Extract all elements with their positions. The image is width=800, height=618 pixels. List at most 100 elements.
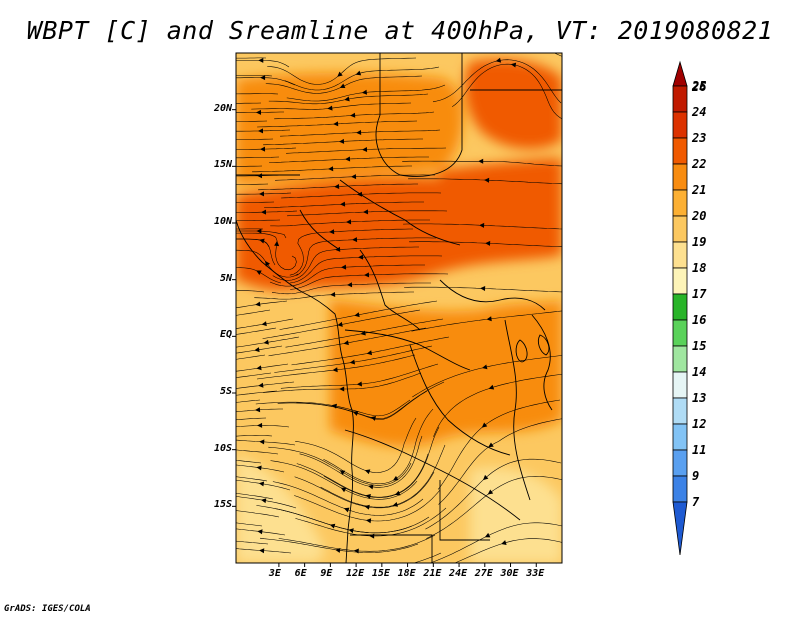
flow-arrow: [480, 285, 486, 291]
colorbar-swatch: [672, 189, 688, 217]
streamline: [236, 493, 274, 500]
streamline: [236, 327, 277, 335]
streamline: [236, 156, 280, 159]
flow-arrow: [343, 340, 349, 346]
flow-arrow: [488, 442, 494, 448]
flow-arrow: [256, 109, 262, 115]
colorbar-level-label: 11: [692, 443, 707, 457]
colorbar-level-label: 26: [692, 80, 707, 94]
flow-arrow: [256, 228, 262, 234]
border-d: [299, 209, 341, 251]
flow-arrow: [479, 222, 485, 228]
map-plot-area: [236, 53, 562, 563]
flow-arrow: [353, 548, 359, 554]
flow-arrow: [329, 523, 336, 529]
flow-arrow: [257, 173, 263, 179]
flow-arrow: [354, 312, 360, 318]
flow-arrow: [343, 507, 350, 513]
colorbar-level-label: 9: [692, 469, 700, 483]
flow-arrow: [352, 237, 358, 243]
flow-arrow: [261, 209, 267, 215]
streamline: [236, 540, 269, 545]
colorbar-level-label: 23: [692, 131, 707, 145]
flow-arrow: [257, 422, 263, 428]
colorbar-swatch: [672, 60, 688, 87]
streamline: [236, 510, 280, 518]
flow-arrow: [254, 347, 260, 353]
border-l: [531, 314, 553, 411]
streamline: [236, 399, 261, 403]
streamline: [236, 449, 279, 455]
colorbar-swatch: [672, 163, 688, 191]
colorbar-level-label: 24: [692, 105, 707, 119]
lat-label: 15N: [213, 159, 232, 171]
flow-arrow: [339, 470, 346, 476]
colorbar-level-label: 20: [692, 209, 707, 223]
chart-title: WBPT [C] and Sreamline at 400hPa, VT: 20…: [26, 16, 774, 45]
flow-arrow: [392, 475, 399, 481]
streamline: [236, 459, 262, 464]
temperature-shading: [236, 59, 562, 563]
flow-arrow: [257, 529, 263, 535]
flow-arrow: [340, 201, 346, 207]
flow-arrow: [259, 191, 265, 197]
flow-arrow: [510, 62, 517, 68]
flow-arrow: [347, 282, 353, 288]
lat-label: 5N: [219, 272, 232, 284]
flow-arrow: [339, 83, 346, 89]
border-g: [409, 344, 511, 456]
flow-arrow: [366, 350, 373, 356]
colorbar-swatch: [672, 319, 688, 347]
grads-credit: GrADS: IGES/COLA: [4, 604, 91, 614]
colorbar-swatch: [672, 85, 688, 113]
flow-arrow: [259, 548, 265, 554]
flow-arrow: [485, 240, 491, 246]
flow-arrow: [330, 292, 336, 298]
lat-label: 5S: [219, 386, 232, 397]
streamline: [236, 372, 272, 378]
flow-arrow: [495, 57, 502, 63]
flow-arrow: [478, 158, 484, 164]
colorbar-level-label: 16: [692, 313, 707, 327]
hot-patch-northeast: [464, 59, 562, 149]
flow-arrow: [260, 75, 266, 81]
flow-arrow: [482, 364, 488, 370]
lon-label: 33E: [526, 568, 545, 579]
flow-arrow: [260, 146, 266, 152]
flow-arrow: [335, 246, 341, 252]
border-i: [344, 429, 521, 521]
flow-arrow: [344, 96, 350, 102]
colorbar-swatch: [672, 371, 688, 399]
flow-arrow: [256, 465, 262, 471]
colorbar-level-label: 17: [692, 287, 707, 301]
colorbar-swatch: [672, 215, 688, 243]
flow-arrow: [365, 518, 372, 524]
streamline: [236, 138, 274, 140]
flow-arrow: [362, 146, 368, 152]
border-k: [350, 534, 433, 563]
streamline: [236, 290, 265, 293]
flow-arrow: [256, 365, 262, 371]
flow-arrow: [361, 89, 368, 95]
flow-arrow: [394, 490, 401, 496]
colorbar-level-label: 12: [692, 417, 707, 431]
flow-arrow: [331, 403, 337, 409]
colorbar-level-label: 21: [692, 183, 707, 197]
flow-arrow: [356, 129, 362, 135]
lon-label: 6E: [294, 568, 307, 579]
flow-arrow: [349, 359, 356, 365]
lon-label: 12E: [346, 568, 365, 579]
flow-arrow: [486, 316, 492, 322]
warm-patch-south: [330, 300, 562, 447]
flow-arrow: [484, 532, 491, 538]
flow-arrow: [488, 384, 495, 390]
flow-arrow: [481, 422, 488, 428]
colorbar-swatch: [672, 111, 688, 139]
colorbar: [672, 60, 688, 556]
flow-arrow: [258, 481, 265, 487]
flow-arrow: [337, 71, 343, 77]
flow-arrow: [332, 367, 338, 373]
border-c: [359, 249, 421, 331]
flow-arrow: [327, 105, 333, 111]
